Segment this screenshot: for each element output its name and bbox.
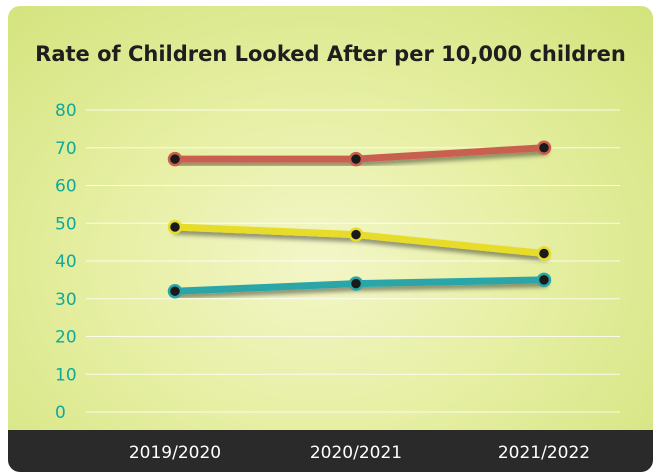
data-point [536, 272, 552, 288]
series-1 [167, 140, 552, 167]
data-point [536, 140, 552, 155]
x-tick-label: 2021/2022 [498, 443, 590, 463]
data-point [348, 227, 364, 242]
data-point [167, 151, 183, 167]
chart-title: Rate of Children Looked After per 10,000… [35, 42, 626, 66]
y-tick-label: 70 [55, 139, 77, 159]
y-tick-label: 20 [55, 328, 77, 348]
y-tick-label: 60 [55, 177, 77, 197]
x-axis-bar [8, 430, 653, 472]
y-tick-label: 80 [55, 101, 77, 121]
y-tick-label: 40 [55, 252, 77, 272]
y-tick-label: 10 [55, 365, 77, 385]
series-2 [167, 219, 552, 261]
line-chart: 0 10 20 30 40 50 60 70 80 2019/2020 2020/2021 2021… [55, 101, 620, 463]
series-3 [167, 272, 552, 299]
data-point [348, 151, 364, 167]
y-tick-label: 50 [55, 214, 77, 234]
data-point [348, 276, 364, 291]
data-point [167, 283, 183, 299]
y-tick-label: 0 [55, 403, 66, 423]
chart-frame: Rate of Children Looked After per 10,000… [8, 6, 653, 472]
y-tick-label: 30 [55, 290, 77, 310]
x-tick-label: 2020/2021 [310, 443, 402, 463]
data-point [167, 219, 183, 235]
x-tick-label: 2019/2020 [129, 443, 221, 463]
data-point [536, 246, 552, 261]
